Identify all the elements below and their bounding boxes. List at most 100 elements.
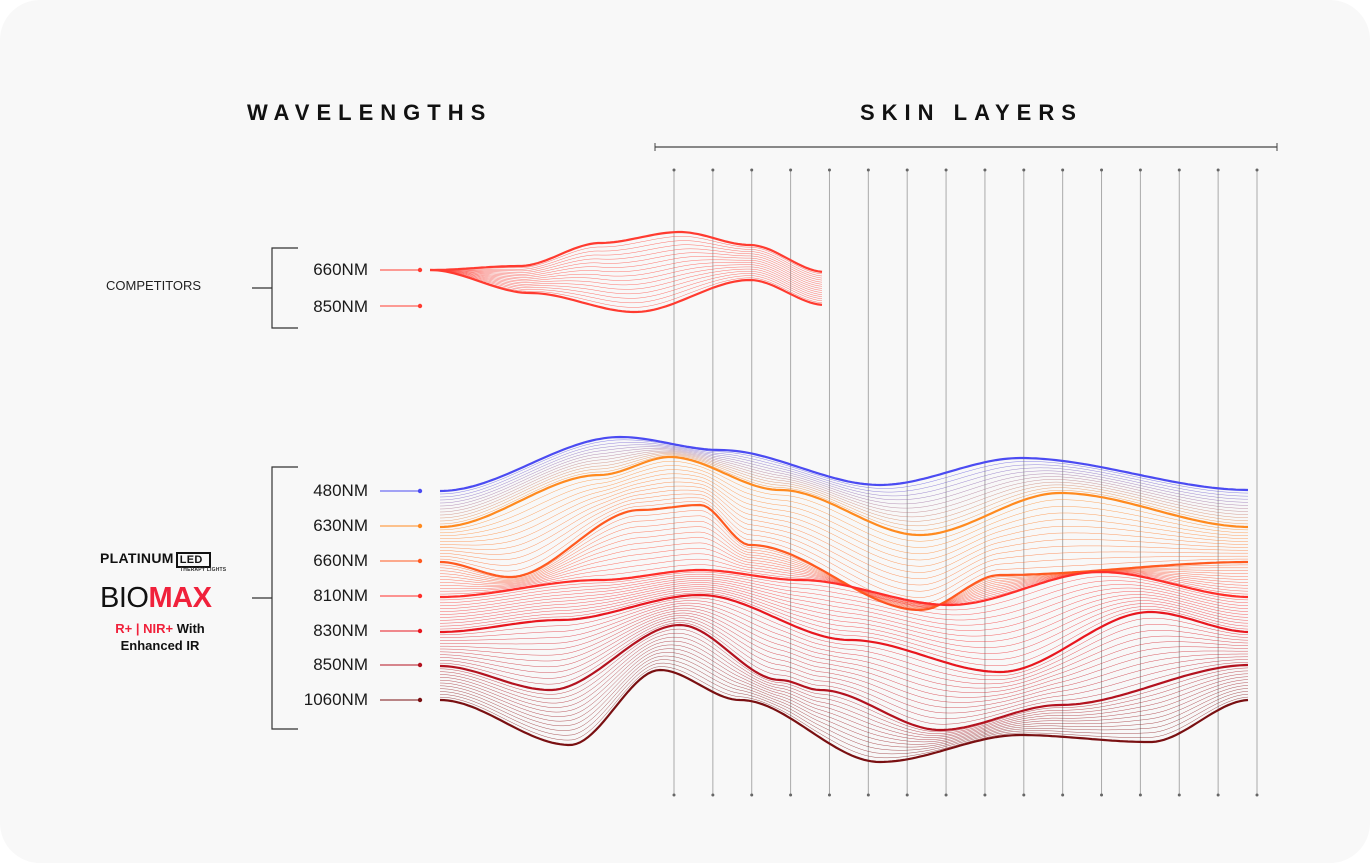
skin-layers-heading: SKIN LAYERS <box>860 100 1083 125</box>
biomax-wave-strand <box>439 469 1248 555</box>
biomax-wave-strand <box>439 489 1248 586</box>
skin-layer-dot <box>983 793 987 797</box>
biomax-wave-strand <box>439 449 1249 510</box>
biomax-wave-strand <box>439 444 1248 501</box>
skin-layer-dot <box>750 168 754 172</box>
biomax-wave-strand <box>440 465 1248 548</box>
biomax-wave-strand <box>439 636 1249 736</box>
skin-layer-dot <box>866 793 870 797</box>
biomax-wave-strand <box>439 662 1249 755</box>
brand-badge: LED <box>175 552 211 568</box>
biomax-wave-strand <box>439 526 1249 608</box>
biomax-wave-strand <box>439 592 1249 666</box>
skin-layer-dot <box>983 168 987 172</box>
biomax-wave-strand <box>440 622 1248 725</box>
biomax-wave-strand <box>440 605 1249 689</box>
competitor-wave-main <box>429 268 823 314</box>
biomax-wave-main <box>439 455 1249 537</box>
title-bold: MAX <box>148 582 212 614</box>
biomax-wave-strand <box>440 615 1248 708</box>
biomax-wave-strand <box>440 477 1249 567</box>
skin-layer-dot <box>789 168 793 172</box>
biomax-wave-strand <box>440 481 1248 573</box>
biomax-wave-strand <box>440 584 1249 642</box>
competitor-wave-strand <box>429 264 823 291</box>
biomax-wave-strand <box>439 473 1249 561</box>
biomax-wave-strand <box>439 600 1249 681</box>
skin-layer-dot <box>905 793 909 797</box>
competitor-wave-strand <box>429 269 823 299</box>
skin-layer-dot <box>1177 168 1181 172</box>
biomax-wave-strand <box>440 573 1249 616</box>
skin-layer-dot <box>905 168 909 172</box>
biomax-wave-strand <box>440 493 1248 592</box>
biomax-wavelength-label: 830NM <box>313 621 368 640</box>
title-light: BIO <box>100 582 149 614</box>
skin-layer-dot <box>1061 793 1065 797</box>
competitor-660-dot <box>417 267 423 273</box>
biomax-wave-main <box>439 503 1248 612</box>
biomax-wave-strand <box>439 644 1249 740</box>
skin-layer-dot <box>1138 168 1142 172</box>
skin-layer-dot <box>1100 168 1104 172</box>
biomax-title: BIOMAX <box>100 582 212 615</box>
biomax-wave-strand <box>439 588 1249 654</box>
biomax-wave-strand <box>439 648 1249 743</box>
biomax-wave-strand <box>439 454 1249 527</box>
competitor-wave-strand <box>430 244 823 279</box>
biomax-wave-main <box>439 623 1249 732</box>
competitor-wave-strand <box>429 269 823 304</box>
competitor-wave-strand <box>430 252 823 283</box>
skin-layer-dot <box>827 168 831 172</box>
wavelengths-heading: WAVELENGTHS <box>247 100 493 125</box>
biomax-wave-strand <box>439 590 1249 660</box>
competitor-wave-strand <box>429 266 823 293</box>
biomax-wave-strand <box>440 602 1249 685</box>
skin-layer-dot <box>1255 168 1259 172</box>
biomax-wave-main <box>440 568 1249 607</box>
skin-layer-dot <box>1216 793 1220 797</box>
biomax-1060nm-dot <box>417 697 423 703</box>
biomax-wave-main <box>440 593 1249 674</box>
skin-layer-dot <box>944 793 948 797</box>
biomax-wave-strand <box>439 452 1249 518</box>
competitor-850-dot <box>417 303 423 309</box>
biomax-wave-strand <box>439 448 1249 507</box>
biomax-830nm-dot <box>417 628 423 634</box>
biomax-wave-strand <box>439 652 1249 745</box>
biomax-630nm-dot <box>417 523 423 529</box>
competitor-wave-strand <box>429 269 823 297</box>
biomax-wave-strand <box>439 640 1249 738</box>
biomax-660nm-dot <box>417 558 423 564</box>
platinum-led-logo: PLATINUM LED <box>100 550 211 568</box>
biomax-wave-strand <box>439 578 1249 626</box>
biomax-wavelength-label: 480NM <box>313 481 368 500</box>
skin-layer-dot <box>789 793 793 797</box>
competitor-wave-strand <box>430 240 823 277</box>
biomax-wave-strand <box>440 582 1249 637</box>
skin-layer-dot <box>1255 793 1259 797</box>
competitor-wave-strand <box>430 236 823 275</box>
biomax-850nm-dot <box>417 662 423 668</box>
competitor-wavelength-label: 660NM <box>313 260 368 279</box>
subtitle-with: With <box>176 621 205 636</box>
biomax-wave-strand <box>439 485 1248 580</box>
biomax-wave-strand <box>440 571 1249 611</box>
competitors-label: COMPETITORS <box>106 278 202 293</box>
biomax-wave-strand <box>439 655 1249 748</box>
subtitle-line2: Enhanced IR <box>120 638 200 653</box>
skin-layer-dot <box>827 793 831 797</box>
biomax-subtitle: R+ | NIR+ With Enhanced IR <box>100 620 220 654</box>
biomax-wave-strand <box>439 619 1249 719</box>
biomax-wave-strand <box>439 446 1248 504</box>
skin-layer-dot <box>672 793 676 797</box>
competitor-wave-strand <box>430 259 823 287</box>
biomax-wavelength-label: 1060NM <box>303 690 368 709</box>
biomax-wave-strand <box>439 453 1248 522</box>
skin-layer-dot <box>672 168 676 172</box>
biomax-wave-strand <box>439 497 1248 598</box>
competitor-wavelength-label: 850NM <box>313 297 368 316</box>
biomax-wave-main <box>439 435 1249 493</box>
biomax-wave-strand <box>440 553 1248 606</box>
